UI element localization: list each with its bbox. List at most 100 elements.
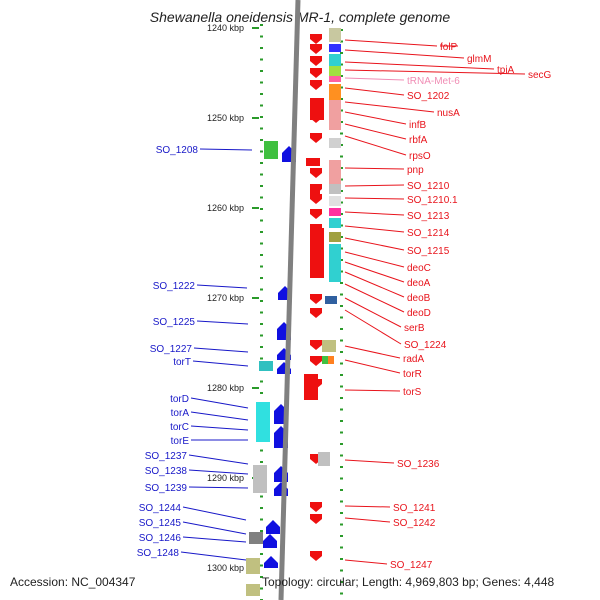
gene-label-left[interactable]: SO_1222 [153, 281, 248, 292]
ruler-dot-right [340, 385, 343, 388]
ruler-dot-right [340, 270, 343, 273]
gene-label-right[interactable]: radA [344, 345, 424, 365]
gene-label-left[interactable]: SO_1239 [145, 483, 249, 494]
gene-label-left[interactable]: SO_1248 [137, 548, 247, 561]
gene-label-right[interactable]: SO_1224 [344, 309, 447, 351]
gene-label-right[interactable]: nusA [344, 101, 460, 119]
gene-label-right[interactable]: SO_1214 [344, 225, 450, 239]
gene-label-right[interactable]: SO_1213 [344, 211, 450, 222]
gene-label-text: SO_1241 [393, 503, 436, 514]
ruler-dot-right [340, 374, 343, 376]
leader-line [192, 360, 249, 367]
gene-category-box [329, 208, 341, 216]
leader-line [344, 135, 407, 156]
gene-label-left[interactable]: torC [170, 422, 249, 433]
scale-tick-label: 1280 kbp [207, 383, 244, 393]
leader-line [193, 347, 249, 353]
reverse-gene-arrow [310, 56, 322, 66]
gene-label-text: infB [409, 120, 427, 131]
gene-label-right[interactable]: infB [344, 111, 427, 131]
gene-label-left[interactable]: SO_1225 [153, 317, 249, 328]
gene-label-right[interactable]: SO_1210 [344, 181, 450, 192]
gene-label-right[interactable]: torS [344, 387, 422, 398]
gene-category-box [322, 356, 328, 364]
gene-label-right[interactable]: deoD [344, 283, 431, 319]
leader-line [344, 197, 405, 200]
gene-label-right[interactable]: SO_1215 [344, 237, 450, 257]
leader-line [344, 77, 405, 81]
gene-label-right[interactable]: pnp [344, 165, 424, 176]
leader-line [344, 211, 405, 216]
scale-tick-label: 1240 kbp [207, 23, 244, 33]
ruler-dot-left [260, 357, 263, 360]
leader-line [344, 167, 405, 170]
scale-tick-label: 1270 kbp [207, 293, 244, 303]
gene-label-left[interactable]: torT [173, 357, 249, 368]
gene-label-left[interactable]: SO_1238 [145, 466, 249, 477]
ruler-dot-right [340, 523, 343, 526]
gene-label-right[interactable]: SO_1210.1 [344, 195, 458, 206]
ruler-dot-right [340, 397, 343, 399]
gene-label-left[interactable]: SO_1237 [145, 451, 249, 465]
ruler-dot-right [340, 512, 343, 514]
gene-label-right[interactable]: folP [344, 39, 458, 53]
gene-label-right[interactable]: deoC [344, 251, 431, 274]
gene-label-right[interactable]: tpiA [344, 61, 515, 76]
gene-category-box [329, 232, 341, 242]
ruler-dot-right [340, 29, 343, 31]
leader-line [196, 284, 248, 289]
reverse-gene-block [310, 98, 324, 120]
gene-label-left[interactable]: SO_1246 [139, 533, 247, 544]
gene-label-right[interactable]: deoB [344, 271, 431, 304]
leader-line [188, 469, 249, 475]
gene-category-box [329, 184, 341, 194]
gene-label-text: deoB [407, 293, 431, 304]
gene-label-left[interactable]: SO_1244 [139, 503, 247, 521]
gene-label-right[interactable]: glmM [344, 49, 491, 65]
gene-label-left[interactable]: torA [171, 408, 249, 421]
gene-label-right[interactable]: rpsO [344, 135, 431, 162]
gene-label-text: pnp [407, 165, 424, 176]
gene-category-box [329, 76, 341, 82]
ruler-dot-right [340, 144, 343, 146]
gene-label-text: folP [440, 42, 458, 53]
gene-label-text: SO_1242 [393, 518, 436, 529]
gene-label-left[interactable]: torD [170, 394, 249, 409]
gene-label-left[interactable]: torE [171, 436, 248, 447]
ruler-dot-left [260, 461, 263, 463]
gene-label-right[interactable]: tRNA-Met-6 [344, 76, 460, 87]
gene-label-right[interactable]: SO_1242 [344, 517, 436, 529]
ruler-dot-right [340, 155, 343, 158]
ruler-dot-right [340, 408, 343, 411]
ruler-dot-right [340, 431, 343, 434]
gene-label-left[interactable]: SO_1208 [156, 145, 253, 156]
leader-line [344, 39, 438, 47]
ruler-dot-left [260, 173, 263, 176]
gene-label-left[interactable]: SO_1227 [150, 344, 249, 355]
reverse-gene-arrow [310, 551, 322, 561]
ruler-dot-right [340, 247, 343, 250]
gene-label-left[interactable]: SO_1245 [139, 518, 247, 535]
ruler-dot-left [260, 127, 263, 130]
gene-label-right[interactable]: serB [344, 297, 425, 334]
gene-label-right[interactable]: deoA [344, 261, 431, 289]
scale-tick-label: 1260 kbp [207, 203, 244, 213]
gene-label-right[interactable]: SO_1247 [344, 559, 433, 571]
gene-label-right[interactable]: torR [344, 359, 422, 380]
gene-category-box [329, 66, 341, 76]
gene-label-right[interactable]: SO_1241 [344, 503, 436, 514]
forward-gene-arrow [264, 556, 278, 568]
ruler-dot-left [260, 70, 263, 72]
gene-label-text: SO_1236 [397, 459, 440, 470]
ruler-dot-left [260, 392, 263, 394]
leader-line [344, 309, 402, 345]
gene-label-right[interactable]: SO_1236 [344, 459, 440, 470]
gene-label-text: SO_1210 [407, 181, 450, 192]
gene-label-right[interactable]: secG [344, 69, 552, 81]
gene-label-right[interactable]: rbfA [344, 123, 428, 146]
leader-line [344, 184, 405, 187]
ruler-dot-left [260, 346, 263, 348]
gene-label-text: deoC [407, 263, 431, 274]
gene-label-right[interactable]: SO_1202 [344, 87, 450, 102]
